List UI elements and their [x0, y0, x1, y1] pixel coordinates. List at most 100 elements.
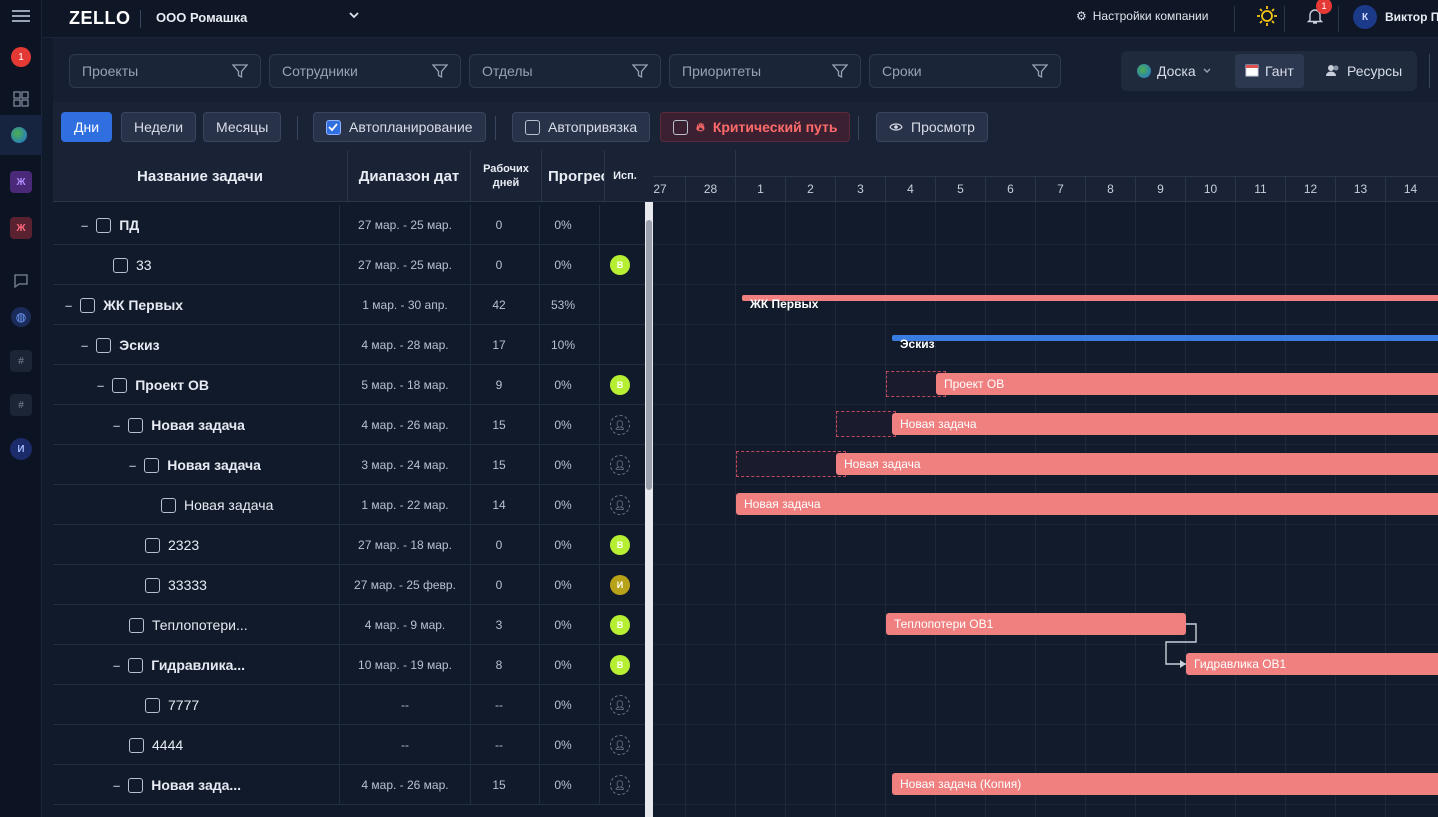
checkbox[interactable] — [128, 417, 144, 433]
assignee-avatar[interactable]: В — [610, 535, 630, 555]
table-row[interactable]: Теплопотери... 4 мар. - 9 мар. 3 0% В — [53, 605, 645, 645]
task-bar-new-2[interactable]: Новая задача — [836, 453, 1438, 475]
table-row[interactable]: – Новая задача 4 мар. - 26 мар. 15 0% 👤︎ — [53, 405, 645, 445]
scale-days-button[interactable]: Дни — [61, 112, 113, 142]
task-bar-gidra[interactable]: Гидравлика ОВ1 — [1186, 653, 1438, 675]
table-row[interactable]: – Гидравлика... 10 мар. - 19 мар. 8 0% В — [53, 645, 645, 685]
column-range-header[interactable]: Диапазон дат — [358, 167, 460, 185]
checkbox[interactable] — [161, 497, 176, 513]
table-row[interactable]: – ПД 27 мар. - 25 мар. 0 0% — [53, 205, 645, 245]
table-row[interactable]: Новая задача 1 мар. - 22 мар. 14 0% 👤︎ — [53, 485, 645, 525]
hash-channel-1[interactable]: # — [6, 346, 36, 376]
checkbox[interactable] — [129, 737, 144, 753]
autoplan-toggle[interactable]: Автопланирование — [313, 112, 486, 142]
checkbox[interactable] — [128, 657, 144, 673]
user-name[interactable]: Виктор П — [1385, 10, 1438, 24]
grid-icon[interactable] — [6, 84, 36, 114]
task-bar-copy[interactable]: Новая задача (Копия) — [892, 773, 1438, 795]
company-selector[interactable]: ООО Ромашка — [156, 10, 248, 25]
filter-deadlines[interactable]: Сроки — [869, 54, 1061, 88]
table-row[interactable]: 2323 27 мар. - 18 мар. 0 0% В — [53, 525, 645, 565]
column-assignee-header[interactable]: Исп. — [613, 170, 637, 182]
table-row[interactable]: – Эскиз 4 мар. - 28 мар. 17 10% — [53, 325, 645, 365]
scale-weeks-button[interactable]: Недели — [121, 112, 197, 142]
table-row[interactable]: 33 27 мар. - 25 мар. 0 0% В — [53, 245, 645, 285]
checkbox-checked[interactable] — [326, 119, 341, 135]
table-scrollbar[interactable] — [645, 202, 653, 817]
add-assignee-icon[interactable]: 👤︎ — [610, 775, 630, 795]
checkbox[interactable] — [673, 119, 688, 135]
sun-icon[interactable] — [1256, 5, 1278, 32]
checkbox[interactable] — [145, 577, 160, 593]
filter-departments[interactable]: Отделы — [469, 54, 661, 88]
column-name-header[interactable]: Название задачи — [137, 167, 263, 185]
hash-channel-2[interactable]: # — [6, 390, 36, 420]
autobind-toggle[interactable]: Автопривязка — [512, 112, 651, 142]
assignee-avatar[interactable]: И — [610, 575, 630, 595]
add-assignee-icon[interactable]: 👤︎ — [610, 455, 630, 475]
add-assignee-icon[interactable]: 👤︎ — [610, 495, 630, 515]
summary-bar-eskiz[interactable] — [892, 335, 1438, 341]
collapse-toggle[interactable]: – — [81, 217, 89, 233]
collapse-toggle[interactable]: – — [129, 457, 137, 473]
summary-bar-zhk[interactable] — [742, 295, 1438, 301]
view-board-button[interactable]: Доска — [1127, 54, 1222, 88]
collapse-toggle[interactable]: – — [113, 417, 121, 433]
checkbox[interactable] — [145, 697, 160, 713]
rail-user-avatar[interactable]: И — [6, 434, 36, 464]
checkbox[interactable] — [96, 217, 112, 233]
company-settings-link[interactable]: ⚙ Настройки компании — [1076, 9, 1209, 23]
collapse-toggle[interactable]: – — [97, 377, 105, 393]
preview-button[interactable]: Просмотр — [876, 112, 988, 142]
user-avatar[interactable]: К — [1353, 5, 1377, 29]
workspace-zh-purple[interactable]: Ж — [6, 167, 36, 197]
filter-employees[interactable]: Сотрудники — [269, 54, 461, 88]
column-progress-header[interactable]: Прогресс — [548, 167, 604, 185]
checkbox[interactable] — [129, 617, 144, 633]
checkbox[interactable] — [80, 297, 96, 313]
globe-outline-icon[interactable]: ◍ — [6, 302, 36, 332]
rail-active-item[interactable] — [0, 115, 42, 155]
add-assignee-icon[interactable]: 👤︎ — [610, 695, 630, 715]
checkbox[interactable] — [113, 257, 128, 273]
table-row[interactable]: – Новая зада... 4 мар. - 26 мар. 15 0% 👤︎ — [53, 765, 645, 805]
collapse-toggle[interactable]: – — [81, 337, 89, 353]
task-bar-new-1[interactable]: Новая задача — [892, 413, 1438, 435]
notification-badge[interactable]: 1 — [6, 42, 36, 72]
menu-icon[interactable] — [6, 1, 36, 31]
chat-icon[interactable] — [6, 266, 36, 296]
chevron-down-icon[interactable] — [348, 9, 360, 24]
view-resources-button[interactable]: Ресурсы — [1315, 54, 1412, 88]
add-assignee-icon[interactable]: 👤︎ — [610, 735, 630, 755]
scrollbar-thumb[interactable] — [646, 220, 652, 490]
assignee-avatar[interactable]: В — [610, 615, 630, 635]
filter-projects[interactable]: Проекты — [69, 54, 261, 88]
column-workdays-header[interactable]: Рабочих дней — [483, 163, 529, 189]
task-bar-proekt[interactable]: Проект ОВ — [936, 373, 1438, 395]
checkbox[interactable] — [112, 377, 128, 393]
checkbox[interactable] — [96, 337, 112, 353]
workspace-zh-red[interactable]: Ж — [6, 213, 36, 243]
table-row[interactable]: 33333 27 мар. - 25 февр. 0 0% И — [53, 565, 645, 605]
checkbox[interactable] — [145, 537, 160, 553]
add-assignee-icon[interactable]: 👤︎ — [610, 415, 630, 435]
task-bar-new-3[interactable]: Новая задача — [736, 493, 1438, 515]
table-row[interactable]: 4444 -- -- 0% 👤︎ — [53, 725, 645, 765]
checkbox[interactable] — [144, 457, 160, 473]
assignee-avatar[interactable]: В — [610, 255, 630, 275]
collapse-toggle[interactable]: – — [113, 657, 121, 673]
assignee-avatar[interactable]: В — [610, 375, 630, 395]
critical-path-toggle[interactable]: 🔥︎ Критический путь — [660, 112, 851, 142]
table-row[interactable]: – Проект ОВ 5 мар. - 18 мар. 9 0% В — [53, 365, 645, 405]
table-row[interactable]: – ЖК Первых 1 мар. - 30 апр. 42 53% — [53, 285, 645, 325]
view-gantt-button[interactable]: Гант — [1235, 54, 1304, 88]
assignee-avatar[interactable]: В — [610, 655, 630, 675]
checkbox[interactable] — [128, 777, 144, 793]
table-row[interactable]: 7777 -- -- 0% 👤︎ — [53, 685, 645, 725]
task-bar-teplo[interactable]: Теплопотери ОВ1 — [886, 613, 1186, 635]
table-row[interactable]: – Новая задача 3 мар. - 24 мар. 15 0% 👤︎ — [53, 445, 645, 485]
collapse-toggle[interactable]: – — [113, 777, 121, 793]
filter-priorities[interactable]: Приоритеты — [669, 54, 861, 88]
scale-months-button[interactable]: Месяцы — [203, 112, 282, 142]
collapse-toggle[interactable]: – — [65, 297, 73, 313]
